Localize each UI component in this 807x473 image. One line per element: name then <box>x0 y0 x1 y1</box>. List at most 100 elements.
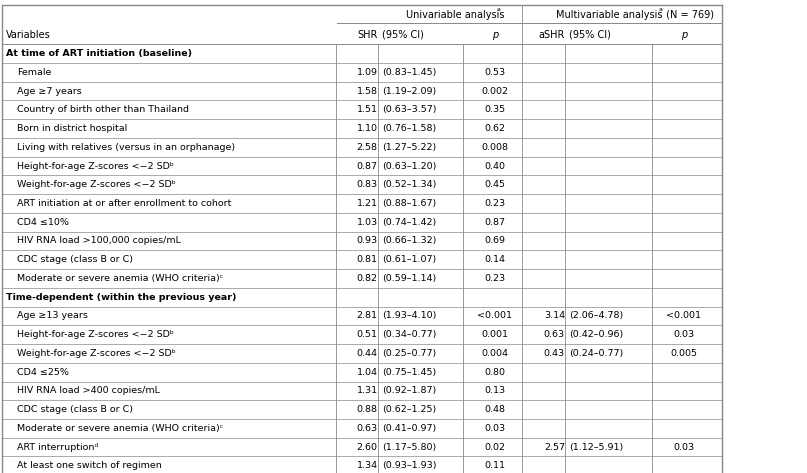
Text: (0.74–1.42): (0.74–1.42) <box>382 218 436 227</box>
Text: (0.88–1.67): (0.88–1.67) <box>382 199 436 208</box>
Text: (N = 769): (N = 769) <box>663 10 714 20</box>
Text: Height-for-age Z-scores <−2 SDᵇ: Height-for-age Z-scores <−2 SDᵇ <box>17 161 174 171</box>
Text: 0.88: 0.88 <box>357 405 378 414</box>
Text: CD4 ≤25%: CD4 ≤25% <box>17 368 69 377</box>
Text: (0.63–1.20): (0.63–1.20) <box>382 161 436 171</box>
Text: Living with relatives (versus in an orphanage): Living with relatives (versus in an orph… <box>17 143 235 152</box>
Text: 0.35: 0.35 <box>484 105 505 114</box>
Text: Variables: Variables <box>6 30 50 40</box>
Text: 1.51: 1.51 <box>357 105 378 114</box>
Text: 0.02: 0.02 <box>484 443 505 452</box>
Text: SHR: SHR <box>358 30 378 40</box>
Text: 1.34: 1.34 <box>357 461 378 470</box>
Text: CDC stage (class B or C): CDC stage (class B or C) <box>17 405 133 414</box>
Text: 0.83: 0.83 <box>357 180 378 189</box>
Text: (1.12–5.91): (1.12–5.91) <box>569 443 623 452</box>
Text: Moderate or severe anemia (WHO criteria)ᶜ: Moderate or severe anemia (WHO criteria)… <box>17 274 224 283</box>
Text: Multivariable analysis: Multivariable analysis <box>556 10 662 20</box>
Text: 2.58: 2.58 <box>357 143 378 152</box>
Text: 0.62: 0.62 <box>484 124 505 133</box>
Text: 1.03: 1.03 <box>357 218 378 227</box>
Text: (0.76–1.58): (0.76–1.58) <box>382 124 436 133</box>
Text: Height-for-age Z-scores <−2 SDᵇ: Height-for-age Z-scores <−2 SDᵇ <box>17 330 174 339</box>
Text: 1.09: 1.09 <box>357 68 378 77</box>
Text: 0.13: 0.13 <box>484 386 505 395</box>
Text: 0.005: 0.005 <box>671 349 697 358</box>
Text: 1.31: 1.31 <box>357 386 378 395</box>
Text: Born in district hospital: Born in district hospital <box>17 124 128 133</box>
Text: 1.21: 1.21 <box>357 199 378 208</box>
Text: Time-dependent (within the previous year): Time-dependent (within the previous year… <box>6 293 236 302</box>
Text: 1.58: 1.58 <box>357 87 378 96</box>
Text: 0.82: 0.82 <box>357 274 378 283</box>
Text: (0.59–1.14): (0.59–1.14) <box>382 274 436 283</box>
Text: Univariable analysis: Univariable analysis <box>406 10 504 20</box>
Text: CD4 ≤10%: CD4 ≤10% <box>17 218 69 227</box>
Text: (1.19–2.09): (1.19–2.09) <box>382 87 436 96</box>
Text: (1.27–5.22): (1.27–5.22) <box>382 143 436 152</box>
Text: 0.69: 0.69 <box>484 236 505 245</box>
Text: 0.03: 0.03 <box>484 424 505 433</box>
Text: 0.81: 0.81 <box>357 255 378 264</box>
Text: 0.03: 0.03 <box>673 443 695 452</box>
Text: 0.002: 0.002 <box>481 87 508 96</box>
Text: <0.001: <0.001 <box>667 311 701 320</box>
Text: (0.93–1.93): (0.93–1.93) <box>382 461 437 470</box>
Text: (2.06–4.78): (2.06–4.78) <box>569 311 623 320</box>
Text: Country of birth other than Thailand: Country of birth other than Thailand <box>17 105 189 114</box>
Text: (0.92–1.87): (0.92–1.87) <box>382 386 436 395</box>
Text: <0.001: <0.001 <box>477 311 512 320</box>
Text: (0.42–0.96): (0.42–0.96) <box>569 330 623 339</box>
Text: p: p <box>491 30 498 40</box>
Text: 0.80: 0.80 <box>484 368 505 377</box>
Text: 0.45: 0.45 <box>484 180 505 189</box>
Text: ART initiation at or after enrollment to cohort: ART initiation at or after enrollment to… <box>17 199 232 208</box>
Text: Weight-for-age Z-scores <−2 SDᵇ: Weight-for-age Z-scores <−2 SDᵇ <box>17 349 176 358</box>
Text: 0.44: 0.44 <box>357 349 378 358</box>
Text: ART interruptionᵈ: ART interruptionᵈ <box>17 443 98 452</box>
Text: HIV RNA load >100,000 copies/mL: HIV RNA load >100,000 copies/mL <box>17 236 181 245</box>
Text: (95% CI): (95% CI) <box>382 30 424 40</box>
Text: 2.81: 2.81 <box>357 311 378 320</box>
Text: (0.61–1.07): (0.61–1.07) <box>382 255 436 264</box>
Text: (0.52–1.34): (0.52–1.34) <box>382 180 436 189</box>
Text: (0.75–1.45): (0.75–1.45) <box>382 368 436 377</box>
Text: (0.25–0.77): (0.25–0.77) <box>382 349 436 358</box>
Text: 0.48: 0.48 <box>484 405 505 414</box>
Text: 3.14: 3.14 <box>544 311 565 320</box>
Text: Age ≥13 years: Age ≥13 years <box>17 311 88 320</box>
Text: HIV RNA load >400 copies/mL: HIV RNA load >400 copies/mL <box>17 386 160 395</box>
Text: 2.60: 2.60 <box>357 443 378 452</box>
Text: (95% CI): (95% CI) <box>569 30 611 40</box>
Text: 0.63: 0.63 <box>357 424 378 433</box>
Text: At time of ART initiation (baseline): At time of ART initiation (baseline) <box>6 49 192 58</box>
Text: 0.008: 0.008 <box>481 143 508 152</box>
Text: 0.23: 0.23 <box>484 274 505 283</box>
Text: 0.53: 0.53 <box>484 68 505 77</box>
Text: 0.14: 0.14 <box>484 255 505 264</box>
Text: 0.11: 0.11 <box>484 461 505 470</box>
Text: (0.34–0.77): (0.34–0.77) <box>382 330 436 339</box>
Text: (1.17–5.80): (1.17–5.80) <box>382 443 436 452</box>
Text: (0.63–3.57): (0.63–3.57) <box>382 105 437 114</box>
Text: a: a <box>659 7 663 12</box>
Text: aSHR: aSHR <box>538 30 565 40</box>
Text: Moderate or severe anemia (WHO criteria)ᶜ: Moderate or severe anemia (WHO criteria)… <box>17 424 224 433</box>
Text: 0.43: 0.43 <box>544 349 565 358</box>
Text: (0.66–1.32): (0.66–1.32) <box>382 236 436 245</box>
Text: 0.004: 0.004 <box>481 349 508 358</box>
Text: (0.62–1.25): (0.62–1.25) <box>382 405 436 414</box>
Text: 1.04: 1.04 <box>357 368 378 377</box>
Text: 1.10: 1.10 <box>357 124 378 133</box>
Text: Weight-for-age Z-scores <−2 SDᵇ: Weight-for-age Z-scores <−2 SDᵇ <box>17 180 176 189</box>
Text: 2.57: 2.57 <box>544 443 565 452</box>
Text: 0.87: 0.87 <box>357 161 378 171</box>
Text: 0.03: 0.03 <box>673 330 695 339</box>
Text: 0.001: 0.001 <box>481 330 508 339</box>
Text: Age ≥7 years: Age ≥7 years <box>17 87 82 96</box>
Text: 0.40: 0.40 <box>484 161 505 171</box>
Text: (0.41–0.97): (0.41–0.97) <box>382 424 436 433</box>
Text: a: a <box>497 7 501 12</box>
Text: 0.63: 0.63 <box>544 330 565 339</box>
Text: 0.23: 0.23 <box>484 199 505 208</box>
